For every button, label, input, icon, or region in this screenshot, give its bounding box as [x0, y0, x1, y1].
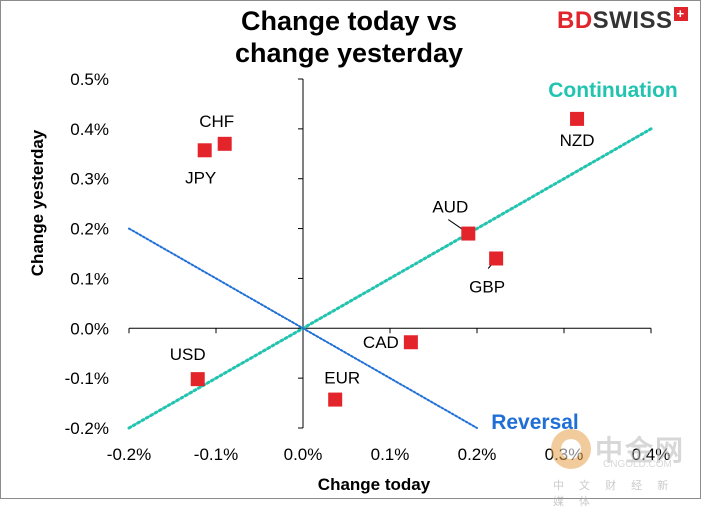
point-label-chf: CHF — [199, 112, 234, 131]
point-marker-aud — [461, 226, 476, 241]
point-label-jpy: JPY — [185, 168, 216, 187]
cngold-watermark: 中金网 CNGOLD.COM 中 文 财 经 新 媒 体 — [551, 429, 691, 508]
point-label-eur: EUR — [324, 369, 360, 388]
watermark-domain: CNGOLD.COM — [603, 459, 672, 470]
x-tick-label: -0.1% — [194, 445, 238, 464]
watermark-subtitle: 中 文 财 经 新 媒 体 — [553, 480, 675, 508]
point-marker-chf — [217, 136, 232, 151]
y-tick-label: 0.5% — [70, 70, 109, 89]
scatter-chart: -0.2% -0.1% 0.0% 0.1% 0.2% 0.3% 0.4% 0.5% -0.2% -… — [28, 70, 678, 494]
y-tick-label: 0.0% — [70, 319, 109, 338]
y-tick-label: 0.1% — [70, 269, 109, 288]
title-line-1: Change today vs — [240, 6, 458, 36]
y-tick-label: -0.1% — [65, 369, 109, 388]
point-label-nzd: NZD — [560, 131, 595, 150]
point-marker-jpy — [197, 143, 212, 158]
x-tick-label: 0.2% — [458, 445, 497, 464]
cngold-logo-icon — [551, 429, 591, 469]
y-tick-label: -0.2% — [65, 419, 109, 438]
title-line-2: change yesterday — [234, 38, 464, 68]
y-tick-label: 0.3% — [70, 170, 109, 189]
point-marker-nzd — [570, 111, 585, 126]
x-tick-label: -0.2% — [107, 445, 151, 464]
x-tick-label: 0.1% — [371, 445, 410, 464]
point-label-aud: AUD — [432, 198, 468, 217]
x-tick-label: 0.4% — [632, 445, 671, 464]
y-tick-label: 0.4% — [70, 120, 109, 139]
continuation-label: Continuation — [548, 79, 677, 102]
bdswiss-logo: BDSWISS + — [557, 7, 688, 35]
point-marker-usd — [190, 372, 205, 387]
point-label-gbp: GBP — [469, 277, 505, 296]
point-marker-cad — [403, 335, 418, 350]
point-label-cad: CAD — [363, 333, 399, 352]
chart-title: Change today vs change yesterday — [179, 5, 519, 69]
point-label-usd: USD — [170, 345, 206, 364]
x-axis-label: Change today — [318, 475, 431, 494]
point-marker-gbp — [489, 251, 504, 266]
continuation-line — [127, 127, 653, 430]
point-marker-eur — [328, 392, 343, 407]
x-tick-label: 0.0% — [284, 445, 323, 464]
y-axis-label: Change yesterday — [28, 129, 47, 276]
watermark-name: 中金网 — [595, 435, 686, 466]
reversal-line — [128, 227, 478, 429]
reversal-label: Reversal — [491, 411, 579, 434]
y-tick-label: 0.2% — [70, 220, 109, 239]
